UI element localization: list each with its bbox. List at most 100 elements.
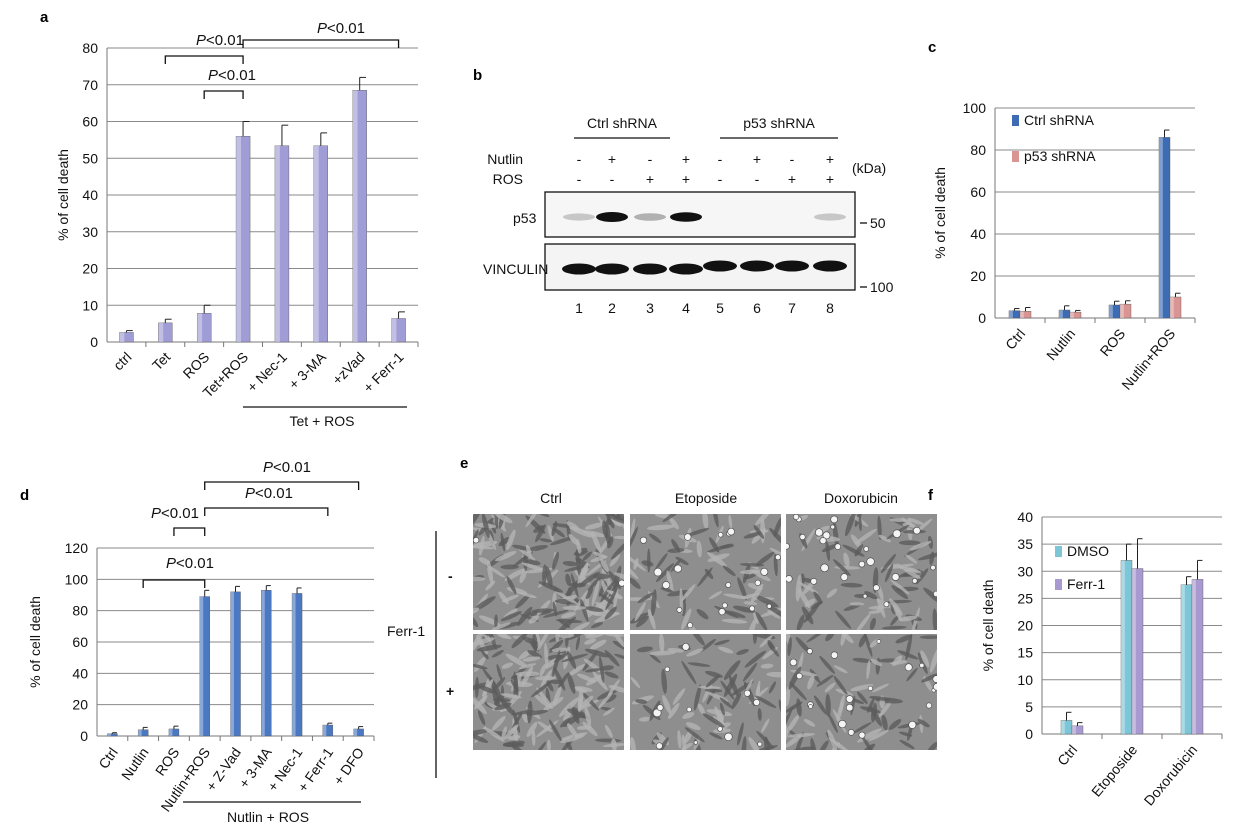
y-tick-label: 0 [1025,726,1033,742]
bar-highlight [353,728,358,736]
p53-band [634,213,666,221]
blot-group-label: p53 shRNA [743,115,815,131]
panel-label-d: d [20,487,29,504]
micrograph-row-sign: + [446,683,454,699]
blot-sign: - [755,171,760,187]
micrograph-column-label: Ctrl [540,490,562,506]
vinculin-band [562,263,596,275]
lane-number: 8 [826,300,834,316]
blot-sign: + [682,151,690,167]
y-tick-label: 60 [82,114,98,130]
y-tick-label: 20 [82,261,98,277]
significance-bracket [173,527,206,536]
lane-number: 5 [716,300,724,316]
bar-highlight [292,593,296,736]
micrograph-tile [786,514,937,630]
legend-label: p53 shRNA [1024,148,1096,164]
x-tick-label: Ctrl [1054,742,1080,769]
p-value-label: P<0.01 [317,20,365,37]
x-tick-label: Doxorubicin [1141,742,1201,809]
bar-highlight [236,136,241,342]
chart-a: 0 10 20 30 40 50 60 70 80 % of cell death ctrl Tet R… [55,20,419,429]
blot-sign: - [718,171,723,187]
bar-highlight [158,322,164,342]
x-tick-label: Ctrl [95,745,121,772]
significance-bracket [204,507,329,516]
bar-highlight [199,596,204,736]
micrograph-tile [630,514,781,630]
bar-highlight [1170,297,1174,318]
group-label: Tet + ROS [290,413,355,429]
blot-sign: + [788,171,796,187]
legend-label: DMSO [1067,543,1109,559]
y-tick-label: 80 [970,142,986,158]
y-tick-label: 40 [970,226,986,242]
blot-sign: + [646,171,654,187]
y-axis-label: % of cell death [55,149,71,241]
blot-group-label: Ctrl shRNA [587,115,658,131]
p53-band [596,212,628,222]
legend-label: Ferr-1 [1067,576,1105,592]
y-tick-label: 20 [1017,618,1033,634]
bar-highlight [230,591,234,736]
bar-highlight [261,590,265,736]
y-axis-label: % of cell death [980,580,996,672]
y-axis-label: % of cell death [27,596,43,688]
y-tick-label: 30 [1017,563,1033,579]
group-label: Nutlin + ROS [227,809,309,825]
vinculin-band [703,260,737,272]
bar-highlight [107,733,111,736]
bar-highlight [313,145,319,342]
vinculin-band [633,263,667,275]
p-value-label: P<0.01 [208,67,256,84]
blot-sign: + [826,171,834,187]
bar-highlight [274,145,280,342]
bar-highlight [1020,311,1024,318]
blot-p53-membrane [544,191,856,238]
panel-label-a: a [40,9,49,26]
y-tick-label: 10 [1017,672,1033,688]
y-tick-label: 15 [1017,645,1033,661]
y-tick-label: 80 [82,40,98,56]
blot-sign: + [826,151,834,167]
blot-sign: - [790,151,795,167]
bar-highlight [1109,304,1113,318]
lane-number: 2 [608,300,616,316]
micrograph-column-label: Doxorubicin [824,490,898,506]
lane-number: 7 [788,300,796,316]
y-tick-label: 20 [72,697,88,713]
blot-unit: (kDa) [852,160,886,176]
bar-highlight [1009,310,1013,318]
y-tick-label: 70 [82,77,98,93]
p-value-label: P<0.01 [196,32,244,49]
significance-bracket [142,579,206,588]
significance-bracket [204,481,360,490]
y-tick-label: 20 [970,268,986,284]
panel-label-e: e [460,455,468,472]
p53-band [670,212,702,222]
bar-highlight [197,313,203,342]
micrograph-tile [630,634,781,750]
panel-label-b: b [473,67,482,84]
panel-label-c: c [928,39,936,56]
bar-highlight [138,729,142,736]
y-tick-label: 5 [1025,699,1033,715]
y-tick-label: 25 [1017,590,1033,606]
x-tick-label: Nutlin [118,745,152,784]
p-value-label: P<0.01 [245,485,293,502]
blot-sign: - [648,151,653,167]
p-value-label: P<0.01 [151,505,199,522]
y-tick-label: 60 [72,634,88,650]
blot-sign: + [608,151,616,167]
vinculin-band [595,263,629,275]
micrograph-treatment-label: Ferr-1 [387,623,425,639]
bar-highlight [119,332,125,342]
chart-f: 0 5 10 15 20 25 30 35 40 % of cell death Ctrl Etopo… [980,509,1223,809]
p-value-label: P<0.01 [166,555,214,572]
bar-highlight [1121,560,1125,734]
blot-sign: + [682,171,690,187]
significance-bracket [164,55,244,64]
blot-sign: - [610,171,615,187]
lane-number: 1 [575,300,583,316]
